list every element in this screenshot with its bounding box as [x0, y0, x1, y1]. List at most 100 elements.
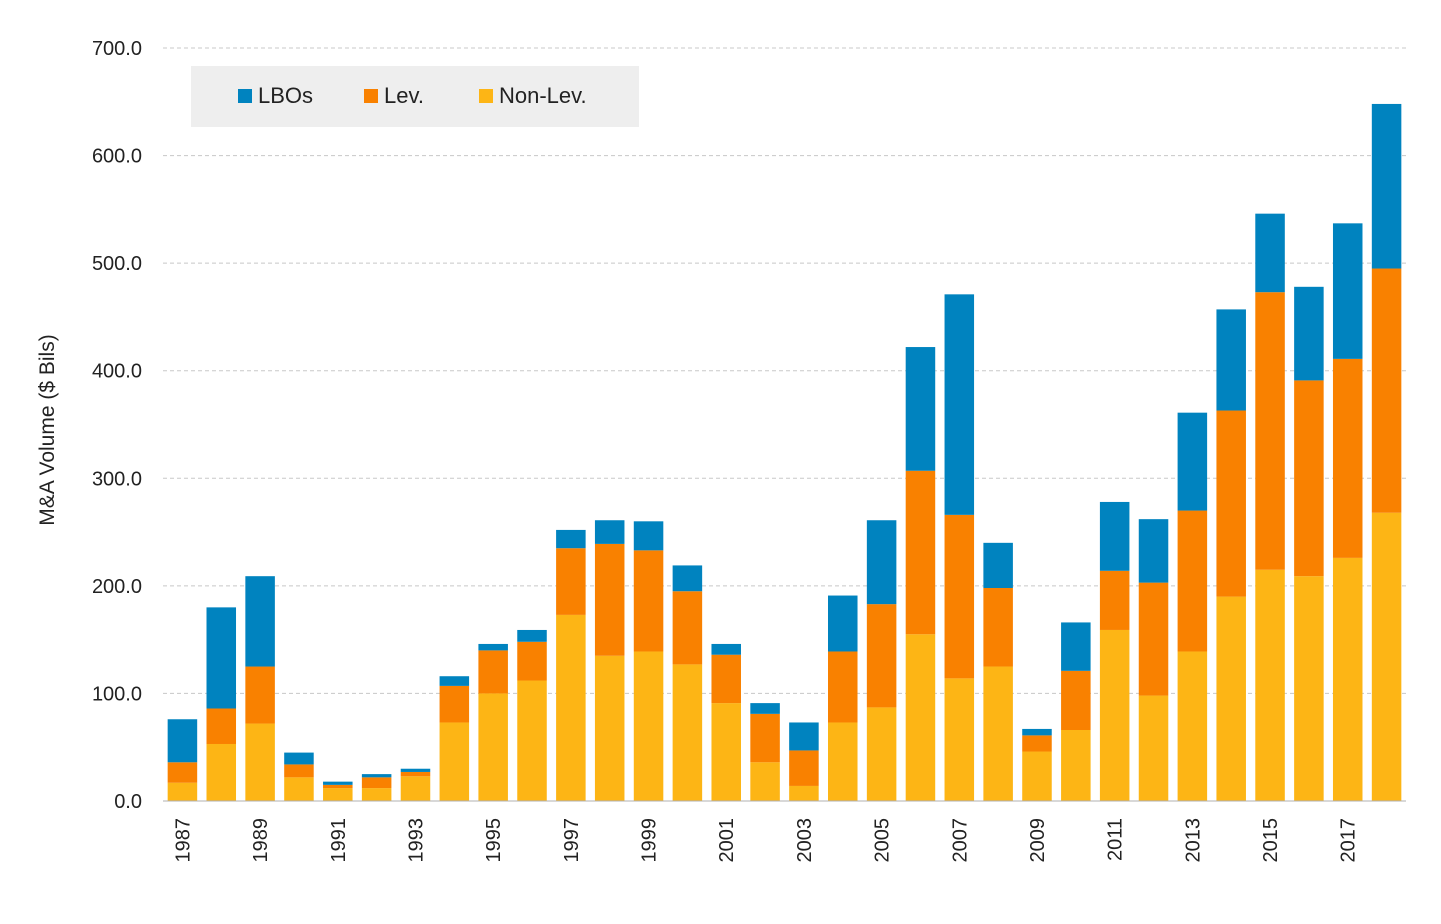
x-tick-label: 2013: [1182, 818, 1204, 863]
x-tick-label: 2001: [716, 818, 738, 863]
y-axis-ticks: 0.0 100.0 200.0 300.0 400.0 500.0 600.0 700.0: [92, 38, 142, 813]
bar-non-lev-1988: [206, 743, 237, 801]
bar-non-lev-2016: [1294, 576, 1324, 801]
bar-non-lev-2008: [983, 666, 1013, 801]
y-tick-label: 0.0: [114, 791, 142, 813]
x-tick-label: 1997: [561, 818, 583, 863]
bar-lbos-1992: [361, 774, 392, 778]
bar-lev-2008: [983, 588, 1013, 667]
bar-lbos-2016: [1294, 286, 1324, 381]
bar-lbos-2005: [866, 520, 897, 605]
bar-non-lev-2013: [1177, 651, 1208, 801]
bar-lbos-2003: [789, 722, 819, 751]
bar-non-lev-2018: [1371, 512, 1402, 801]
bar-lbos-2017: [1332, 223, 1363, 359]
bar-lev-2016: [1294, 380, 1324, 577]
y-tick-label: 200.0: [92, 576, 142, 598]
y-tick-label: 700.0: [92, 38, 142, 60]
legend-swatch: [238, 89, 252, 103]
legend-label: Non-Lev.: [499, 83, 587, 108]
bar-non-lev-2017: [1332, 557, 1363, 801]
bar-lbos-2002: [750, 703, 780, 714]
bar-lbos-2012: [1138, 519, 1169, 583]
bar-lev-2009: [1022, 735, 1052, 752]
bar-non-lev-2009: [1022, 751, 1052, 801]
legend-label: Lev.: [384, 83, 424, 108]
bar-lbos-1999: [633, 521, 664, 551]
bar-lev-1991: [323, 784, 353, 789]
bar-non-lev-1993: [400, 776, 431, 801]
bar-lbos-1991: [323, 781, 353, 785]
bar-lbos-2004: [828, 595, 858, 652]
x-tick-label: 2011: [1105, 818, 1127, 861]
bar-lbos-2001: [711, 643, 741, 655]
bar-lev-1994: [439, 685, 470, 723]
bar-lev-2017: [1332, 358, 1363, 558]
bar-non-lev-1997: [556, 614, 586, 801]
bar-lbos-2000: [672, 565, 703, 592]
bar-lev-1989: [245, 666, 275, 724]
x-tick-label: 2007: [949, 818, 971, 863]
y-tick-label: 500.0: [92, 253, 142, 275]
bar-lev-2015: [1255, 292, 1285, 570]
legend-swatch: [479, 89, 493, 103]
bar-lev-2004: [828, 651, 858, 723]
bar-non-lev-2011: [1099, 629, 1130, 801]
bar-non-lev-1991: [323, 788, 353, 801]
x-tick-label: 1987: [172, 818, 194, 863]
bar-lbos-2015: [1255, 213, 1285, 293]
x-tick-label: 2005: [872, 818, 894, 863]
legend: LBOs Lev. Non-Lev.: [191, 66, 639, 127]
x-tick-label: 1993: [406, 818, 428, 863]
bars: [167, 103, 1402, 801]
bar-lbos-2007: [944, 294, 975, 515]
bar-lbos-2014: [1216, 309, 1246, 411]
bar-non-lev-2004: [828, 722, 858, 801]
legend-label: LBOs: [258, 83, 313, 108]
bar-lev-2003: [789, 750, 819, 786]
bar-non-lev-2005: [866, 707, 897, 801]
bar-lbos-1997: [556, 529, 586, 549]
bar-non-lev-2012: [1138, 695, 1169, 801]
bar-lbos-1993: [400, 768, 431, 772]
bar-non-lev-1998: [594, 655, 625, 801]
x-tick-label: 1989: [250, 818, 272, 863]
y-tick-label: 100.0: [92, 683, 142, 705]
bar-lbos-1998: [594, 520, 625, 544]
bar-non-lev-2000: [672, 664, 703, 801]
bar-lev-1997: [556, 548, 586, 615]
bar-lev-1987: [167, 762, 198, 783]
x-tick-label: 2015: [1260, 818, 1282, 863]
bar-lev-2012: [1138, 582, 1169, 696]
y-tick-label: 600.0: [92, 146, 142, 168]
bar-lev-1990: [284, 764, 314, 778]
bar-lev-2000: [672, 591, 703, 665]
bar-lbos-1989: [245, 576, 275, 667]
x-tick-label: 2009: [1027, 818, 1049, 863]
bar-non-lev-2003: [789, 785, 819, 801]
bar-lev-2010: [1061, 670, 1091, 730]
x-tick-label: 2017: [1338, 818, 1360, 863]
bar-lev-2006: [905, 470, 936, 635]
bar-lbos-2008: [983, 542, 1013, 589]
legend-swatch: [364, 89, 378, 103]
bar-lbos-1988: [206, 607, 237, 709]
bar-non-lev-2001: [711, 703, 741, 801]
bar-lbos-1990: [284, 752, 314, 765]
bar-lev-2007: [944, 514, 975, 679]
bar-non-lev-2015: [1255, 569, 1285, 801]
bar-lev-2018: [1371, 268, 1402, 513]
bar-lbos-1994: [439, 676, 470, 686]
bar-lbos-1995: [478, 643, 508, 651]
bar-lev-1993: [400, 771, 431, 777]
bar-non-lev-2002: [750, 762, 780, 801]
bar-non-lev-2007: [944, 678, 975, 801]
bar-lbos-1996: [517, 629, 547, 642]
bar-lbos-2011: [1099, 501, 1130, 571]
bar-lbos-2010: [1061, 622, 1091, 671]
bar-lbos-1987: [167, 719, 198, 763]
bar-lev-1992: [361, 777, 392, 789]
bar-lev-2005: [866, 604, 897, 708]
bar-non-lev-1995: [478, 693, 508, 801]
